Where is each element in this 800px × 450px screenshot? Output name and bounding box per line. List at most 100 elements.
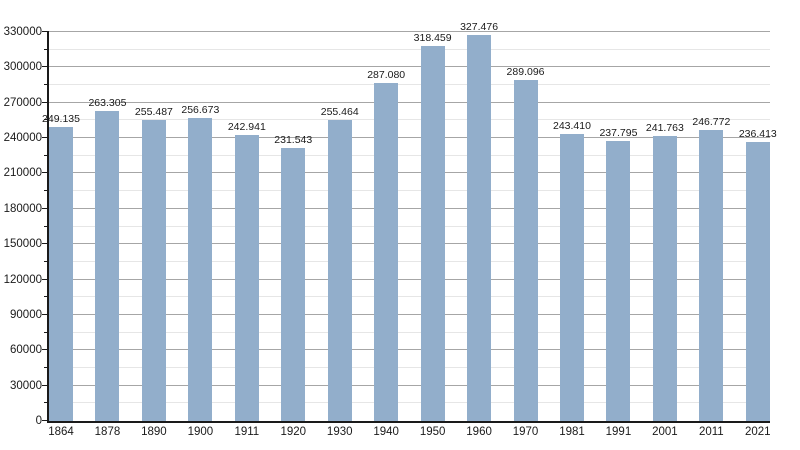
y-axis-tick-label: 330000 bbox=[3, 26, 42, 38]
bar bbox=[281, 148, 306, 421]
x-axis-tick-label: 2011 bbox=[698, 426, 724, 438]
bar bbox=[374, 82, 399, 421]
bar-group: 318.459 1950 bbox=[414, 32, 452, 438]
y-axis-tick-label: 90000 bbox=[10, 308, 42, 321]
bar bbox=[745, 142, 770, 421]
x-axis-tick-label: 1960 bbox=[466, 426, 492, 438]
bar-group: 243.410 1981 bbox=[553, 32, 591, 438]
bar-group: 263.305 1878 bbox=[88, 32, 126, 438]
bar bbox=[513, 80, 538, 421]
bar-group: 237.795 1991 bbox=[599, 32, 637, 438]
y-axis-tick-label: 300000 bbox=[3, 61, 42, 74]
y-axis-line bbox=[47, 31, 49, 423]
bar-value-label: 263.305 bbox=[88, 96, 127, 109]
gridline-major bbox=[49, 137, 770, 139]
x-axis-tick-label: 1981 bbox=[559, 426, 585, 438]
bar-group: 255.464 1930 bbox=[321, 32, 359, 438]
bar-group: 241.763 2001 bbox=[646, 32, 684, 438]
bar bbox=[95, 110, 120, 421]
bar-value-label: 243.410 bbox=[553, 120, 591, 133]
bar-value-label: 246.772 bbox=[692, 116, 731, 129]
y-axis-tick bbox=[42, 31, 47, 32]
bar-value-label: 318.459 bbox=[413, 31, 452, 44]
bar-value-label: 249.135 bbox=[42, 113, 80, 126]
y-axis-tick bbox=[42, 172, 47, 174]
x-axis-tick-label: 1950 bbox=[419, 426, 446, 438]
y-axis-minor-tick bbox=[44, 84, 47, 86]
y-axis-minor-tick bbox=[44, 296, 47, 298]
y-axis-minor-tick bbox=[44, 331, 47, 333]
y-axis-minor-tick bbox=[44, 119, 47, 121]
gridline-minor bbox=[49, 366, 770, 368]
y-axis-tick bbox=[42, 313, 47, 315]
x-axis-line bbox=[47, 421, 770, 423]
bar bbox=[559, 134, 584, 421]
gridline-minor bbox=[49, 331, 770, 333]
bar-group: 242.941 1911 bbox=[228, 32, 266, 438]
y-axis-tick-label: 30000 bbox=[10, 379, 42, 392]
x-axis-tick-label: 2021 bbox=[745, 426, 771, 438]
x-axis-tick-label: 1911 bbox=[234, 426, 260, 438]
bar bbox=[327, 119, 352, 421]
y-axis-tick-label: 240000 bbox=[3, 132, 42, 145]
x-axis-tick-label: 1878 bbox=[94, 426, 121, 438]
bar bbox=[420, 45, 445, 421]
y-axis-tick-label: 210000 bbox=[3, 167, 42, 180]
bar-group: 231.543 1920 bbox=[274, 32, 312, 438]
y-axis-tick-label: 150000 bbox=[3, 238, 42, 251]
bar-value-label: 255.487 bbox=[134, 105, 173, 118]
y-axis-tick bbox=[42, 349, 47, 351]
bar-value-label: 241.763 bbox=[645, 122, 684, 135]
x-axis-tick-label: 1890 bbox=[141, 426, 167, 438]
bar bbox=[234, 134, 259, 421]
bar-group: 256.673 1900 bbox=[181, 32, 219, 438]
gridline-minor bbox=[49, 84, 770, 86]
bar-group: 289.096 1970 bbox=[507, 32, 545, 438]
bar bbox=[606, 140, 631, 421]
gridline-minor bbox=[49, 119, 770, 121]
gridline-minor bbox=[49, 260, 770, 262]
bar-group: 255.487 1890 bbox=[135, 32, 173, 438]
y-axis-tick bbox=[42, 137, 47, 139]
bar-value-label: 255.464 bbox=[320, 105, 359, 118]
y-axis-tick bbox=[42, 101, 47, 103]
y-axis-minor-tick bbox=[44, 260, 47, 262]
gridline-major bbox=[49, 172, 770, 174]
gridline-major bbox=[49, 31, 770, 32]
bar-value-label: 289.096 bbox=[506, 66, 545, 79]
y-axis-tick-label: 180000 bbox=[3, 202, 42, 215]
bar-value-label: 256.673 bbox=[181, 104, 220, 117]
bar bbox=[652, 136, 677, 421]
bar-group: 327.476 1960 bbox=[460, 21, 498, 438]
y-axis-minor-tick bbox=[44, 225, 47, 227]
y-axis-minor-tick bbox=[44, 154, 47, 156]
bar bbox=[141, 119, 166, 421]
y-axis-tick bbox=[42, 243, 47, 245]
x-axis-tick-label: 1920 bbox=[280, 426, 307, 438]
y-axis-tick bbox=[42, 384, 47, 386]
bar-group: 287.080 1940 bbox=[367, 32, 405, 438]
bars-group: 249.135 1864 263.305 1878 255.487 1890 256.673… bbox=[42, 21, 777, 438]
y-axis-minor-tick bbox=[44, 190, 47, 192]
y-axis-minor-tick bbox=[44, 366, 47, 368]
y-axis-tick-label: 0 bbox=[35, 415, 42, 427]
x-axis-tick-label: 1940 bbox=[373, 426, 399, 438]
y-axis-labels: 0 30000 60000 90000 120000 150000 180000 210000… bbox=[0, 26, 42, 427]
y-axis-tick bbox=[42, 66, 47, 68]
bar-group: 246.772 2011 bbox=[692, 32, 730, 438]
bar-value-label: 237.795 bbox=[599, 126, 638, 139]
gridline-minor bbox=[49, 296, 770, 298]
y-axis-minor-tick bbox=[44, 402, 47, 404]
gridline-major bbox=[49, 66, 770, 68]
x-axis-tick-label: 1864 bbox=[48, 426, 74, 438]
y-axis-tick-label: 120000 bbox=[3, 273, 42, 286]
gridline-minor bbox=[49, 225, 770, 227]
gridline-minor bbox=[49, 48, 770, 50]
gridline-minor bbox=[49, 402, 770, 404]
gridline-major bbox=[49, 207, 770, 209]
bar-group: 249.135 1864 bbox=[42, 32, 80, 438]
gridline-major bbox=[49, 243, 770, 245]
bar-value-label: 231.543 bbox=[274, 134, 313, 147]
bar-group: 236.413 2021 bbox=[739, 32, 777, 438]
gridline-major bbox=[49, 313, 770, 315]
